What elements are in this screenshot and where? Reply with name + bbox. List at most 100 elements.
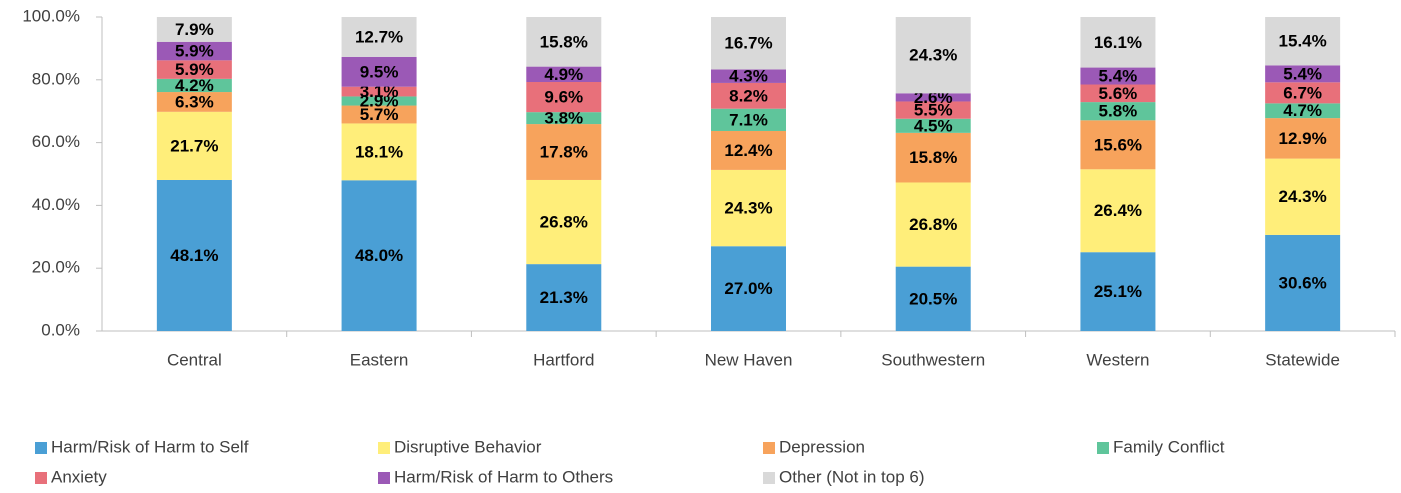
bar-segment <box>711 82 786 109</box>
bar-segment <box>895 132 971 183</box>
bar-segment <box>1265 82 1341 104</box>
value-label: 12.4% <box>724 141 772 160</box>
value-label: 9.6% <box>544 88 583 107</box>
x-tick-label: Western <box>1086 350 1149 369</box>
value-label: 15.8% <box>540 32 588 51</box>
y-tick-label: 80.0% <box>32 69 80 88</box>
bar-segment <box>1265 65 1341 83</box>
value-label: 26.4% <box>1094 201 1142 220</box>
value-label: 5.7% <box>360 105 399 124</box>
bar-segment <box>526 124 602 180</box>
bar-segment <box>1080 169 1156 253</box>
value-label: 17.8% <box>540 143 588 162</box>
value-label: 9.5% <box>360 62 399 81</box>
bar-segment <box>341 105 417 124</box>
value-label: 4.5% <box>914 116 953 135</box>
bar-segment <box>1080 102 1156 121</box>
value-label: 15.8% <box>909 148 957 167</box>
value-label: 15.4% <box>1279 32 1327 51</box>
legend-swatch <box>378 472 390 484</box>
legend-swatch <box>35 472 47 484</box>
value-label: 12.9% <box>1279 129 1327 148</box>
legend-label: Disruptive Behavior <box>394 437 542 456</box>
value-label: 4.9% <box>544 65 583 84</box>
bar-segment <box>1080 120 1156 170</box>
x-tick-label: Southwestern <box>881 350 985 369</box>
bar-segment <box>526 179 602 265</box>
legend-label: Anxiety <box>51 467 107 486</box>
bar-segment <box>895 266 971 331</box>
y-tick-label: 40.0% <box>32 195 80 214</box>
bar-segment <box>526 66 602 82</box>
bar-segment <box>1265 17 1341 66</box>
value-label: 21.7% <box>170 136 218 155</box>
legend-swatch <box>1097 442 1109 454</box>
x-tick-label: Central <box>167 350 222 369</box>
bar-segment <box>895 182 971 267</box>
bar-segment <box>711 169 786 247</box>
bar-segment <box>711 108 786 131</box>
x-tick-label: New Haven <box>705 350 793 369</box>
legend-label: Depression <box>779 437 865 456</box>
bar-segment <box>1265 234 1341 331</box>
value-label: 15.6% <box>1094 135 1142 154</box>
bar-segment <box>526 264 602 331</box>
value-label: 48.1% <box>170 246 218 265</box>
legend-swatch <box>763 442 775 454</box>
bar-segment <box>341 86 417 97</box>
value-label: 3.8% <box>544 109 583 128</box>
value-label: 4.7% <box>1283 101 1322 120</box>
y-tick-label: 0.0% <box>41 320 80 339</box>
bar-segment <box>895 118 971 133</box>
bar-segment <box>711 69 786 83</box>
bar-segment <box>895 101 971 119</box>
value-label: 5.6% <box>1099 84 1138 103</box>
value-label: 20.5% <box>909 289 957 308</box>
value-label: 30.6% <box>1279 273 1327 292</box>
bar-segment <box>341 56 417 87</box>
value-label: 25.1% <box>1094 282 1142 301</box>
value-label: 24.3% <box>909 46 957 65</box>
bar-segment <box>526 81 602 113</box>
y-tick-label: 100.0% <box>22 6 80 25</box>
y-tick-label: 60.0% <box>32 132 80 151</box>
value-label: 21.3% <box>540 288 588 307</box>
value-label: 48.0% <box>355 246 403 265</box>
value-label: 26.8% <box>909 215 957 234</box>
legend-label: Harm/Risk of Harm to Others <box>394 467 613 486</box>
bar-segment <box>341 17 417 57</box>
value-label: 26.8% <box>540 213 588 232</box>
value-label: 5.4% <box>1283 64 1322 83</box>
bar-segment <box>156 60 232 79</box>
value-label: 8.2% <box>729 86 768 105</box>
bar-segment <box>526 112 602 125</box>
bar-segment <box>895 17 971 94</box>
bar-segment <box>1080 84 1156 103</box>
bar-segment <box>1265 158 1341 235</box>
bar-segment <box>1080 67 1156 85</box>
bar-segment <box>341 96 417 106</box>
legend-label: Other (Not in top 6) <box>779 467 925 486</box>
value-label: 4.2% <box>175 76 214 95</box>
y-tick-label: 20.0% <box>32 258 80 277</box>
bar-segment <box>711 130 786 170</box>
value-label: 27.0% <box>724 279 772 298</box>
value-label: 5.9% <box>175 42 214 61</box>
value-label: 5.4% <box>1099 67 1138 86</box>
value-label: 16.7% <box>724 34 772 53</box>
value-label: 7.9% <box>175 20 214 39</box>
x-tick-label: Eastern <box>350 350 409 369</box>
bar-segment <box>1080 17 1156 68</box>
bar-segment <box>156 179 232 331</box>
bar-segment <box>1080 252 1156 331</box>
value-label: 24.3% <box>724 199 772 218</box>
value-label: 12.7% <box>355 27 403 46</box>
value-label: 24.3% <box>1279 187 1327 206</box>
legend-swatch <box>35 442 47 454</box>
x-tick-label: Statewide <box>1265 350 1340 369</box>
value-label: 5.8% <box>1099 102 1138 121</box>
value-label: 6.7% <box>1283 83 1322 102</box>
bar-segment <box>711 17 786 70</box>
value-label: 16.1% <box>1094 33 1142 52</box>
